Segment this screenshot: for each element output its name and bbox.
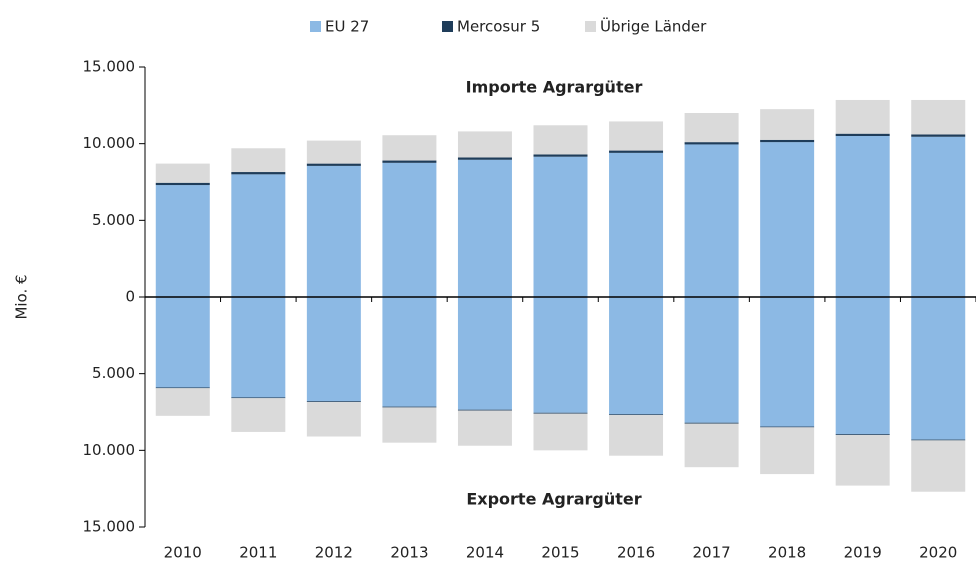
bar-segment bbox=[306, 297, 361, 402]
y-tick-label: 10.000 bbox=[83, 134, 136, 152]
bar-segment bbox=[760, 109, 815, 140]
bar-segment bbox=[457, 157, 512, 160]
bar-segment bbox=[911, 136, 966, 297]
x-tick-label: 2017 bbox=[692, 544, 730, 562]
bar-segment bbox=[231, 397, 286, 399]
bar-segment bbox=[835, 435, 890, 486]
bar-segment bbox=[533, 413, 588, 451]
bar-segment bbox=[911, 297, 966, 440]
legend-label: EU 27 bbox=[325, 18, 369, 36]
x-tick-label: 2016 bbox=[617, 544, 655, 562]
bar-segment bbox=[760, 139, 815, 143]
bar-segment bbox=[911, 440, 966, 492]
bar-segment bbox=[533, 154, 588, 157]
bar-segment bbox=[684, 144, 739, 297]
bar-segment bbox=[760, 142, 815, 297]
y-tick-label: 10.000 bbox=[83, 441, 136, 459]
bar-segment bbox=[609, 152, 664, 297]
bar-segment bbox=[155, 182, 210, 186]
bar-segment bbox=[684, 422, 739, 424]
bar-segment bbox=[533, 125, 588, 155]
bar-segment bbox=[911, 439, 966, 441]
bar-segment bbox=[231, 148, 286, 173]
bar-segment bbox=[609, 121, 664, 151]
bar-segment bbox=[609, 297, 664, 415]
bar-segment bbox=[457, 409, 512, 411]
y-tick-label: 5.000 bbox=[92, 211, 135, 229]
bar-segment bbox=[835, 133, 890, 136]
legend-swatch bbox=[442, 21, 453, 32]
bar-segment bbox=[382, 162, 437, 297]
x-tick-label: 2010 bbox=[164, 544, 202, 562]
bar-segment bbox=[835, 434, 890, 435]
y-tick-label: 15.000 bbox=[83, 518, 136, 536]
x-tick-label: 2019 bbox=[844, 544, 882, 562]
bar-segment bbox=[155, 388, 210, 416]
bar-segment bbox=[155, 387, 210, 389]
annotation: Importe Agrargüter bbox=[466, 78, 643, 97]
x-tick-label: 2014 bbox=[466, 544, 504, 562]
bar-segment bbox=[684, 113, 739, 143]
bar-segment bbox=[155, 185, 210, 297]
bar-segment bbox=[533, 156, 588, 297]
bar-segment bbox=[231, 172, 286, 175]
bar-segment bbox=[306, 165, 361, 297]
y-tick-label: 15.000 bbox=[83, 58, 136, 76]
bar-segment bbox=[306, 163, 361, 166]
bar-segment bbox=[306, 401, 361, 403]
bar-segment bbox=[457, 410, 512, 446]
bar-segment bbox=[609, 150, 664, 153]
bar-segment bbox=[835, 99, 890, 134]
bar-segment bbox=[609, 414, 664, 416]
bar-segment bbox=[382, 135, 437, 161]
bar-segment bbox=[533, 412, 588, 414]
x-tick-label: 2013 bbox=[390, 544, 428, 562]
bar-segment bbox=[760, 426, 815, 428]
bar-segment bbox=[835, 136, 890, 297]
y-tick-label: 0 bbox=[125, 288, 135, 306]
bar-segment bbox=[382, 297, 437, 407]
y-axis-label: Mio. € bbox=[13, 274, 31, 319]
bar-segment bbox=[760, 297, 815, 427]
bar-segment bbox=[306, 140, 361, 164]
bar-segment bbox=[306, 402, 361, 437]
bar-segment bbox=[457, 159, 512, 297]
bar-segment bbox=[231, 398, 286, 432]
legend-label: Übrige Länder bbox=[600, 17, 707, 36]
bar-segment bbox=[457, 131, 512, 158]
bar-segment bbox=[231, 174, 286, 297]
x-tick-label: 2011 bbox=[239, 544, 277, 562]
bar-segment bbox=[684, 142, 739, 145]
bar-segment bbox=[533, 297, 588, 413]
bar-segment bbox=[155, 297, 210, 388]
y-tick-label: 5.000 bbox=[92, 364, 135, 382]
annotation: Exporte Agrargüter bbox=[466, 490, 641, 509]
bar-segment bbox=[231, 297, 286, 398]
bar-segment bbox=[760, 427, 815, 475]
bar-segment bbox=[911, 134, 966, 137]
legend-label: Mercosur 5 bbox=[457, 18, 540, 36]
bar-segment bbox=[684, 297, 739, 423]
x-tick-label: 2020 bbox=[919, 544, 957, 562]
bar-segment bbox=[382, 407, 437, 443]
bar-segment bbox=[382, 160, 437, 163]
bar-segment bbox=[609, 415, 664, 456]
bar-segment bbox=[155, 163, 210, 183]
bar-segment bbox=[684, 423, 739, 468]
bar-segment bbox=[911, 99, 966, 135]
bar-segment bbox=[382, 406, 437, 408]
bar-segment bbox=[835, 297, 890, 435]
x-tick-label: 2018 bbox=[768, 544, 806, 562]
x-tick-label: 2012 bbox=[315, 544, 353, 562]
legend-swatch bbox=[310, 21, 321, 32]
legend-swatch bbox=[585, 21, 596, 32]
bar-segment bbox=[457, 297, 512, 410]
x-tick-label: 2015 bbox=[541, 544, 579, 562]
